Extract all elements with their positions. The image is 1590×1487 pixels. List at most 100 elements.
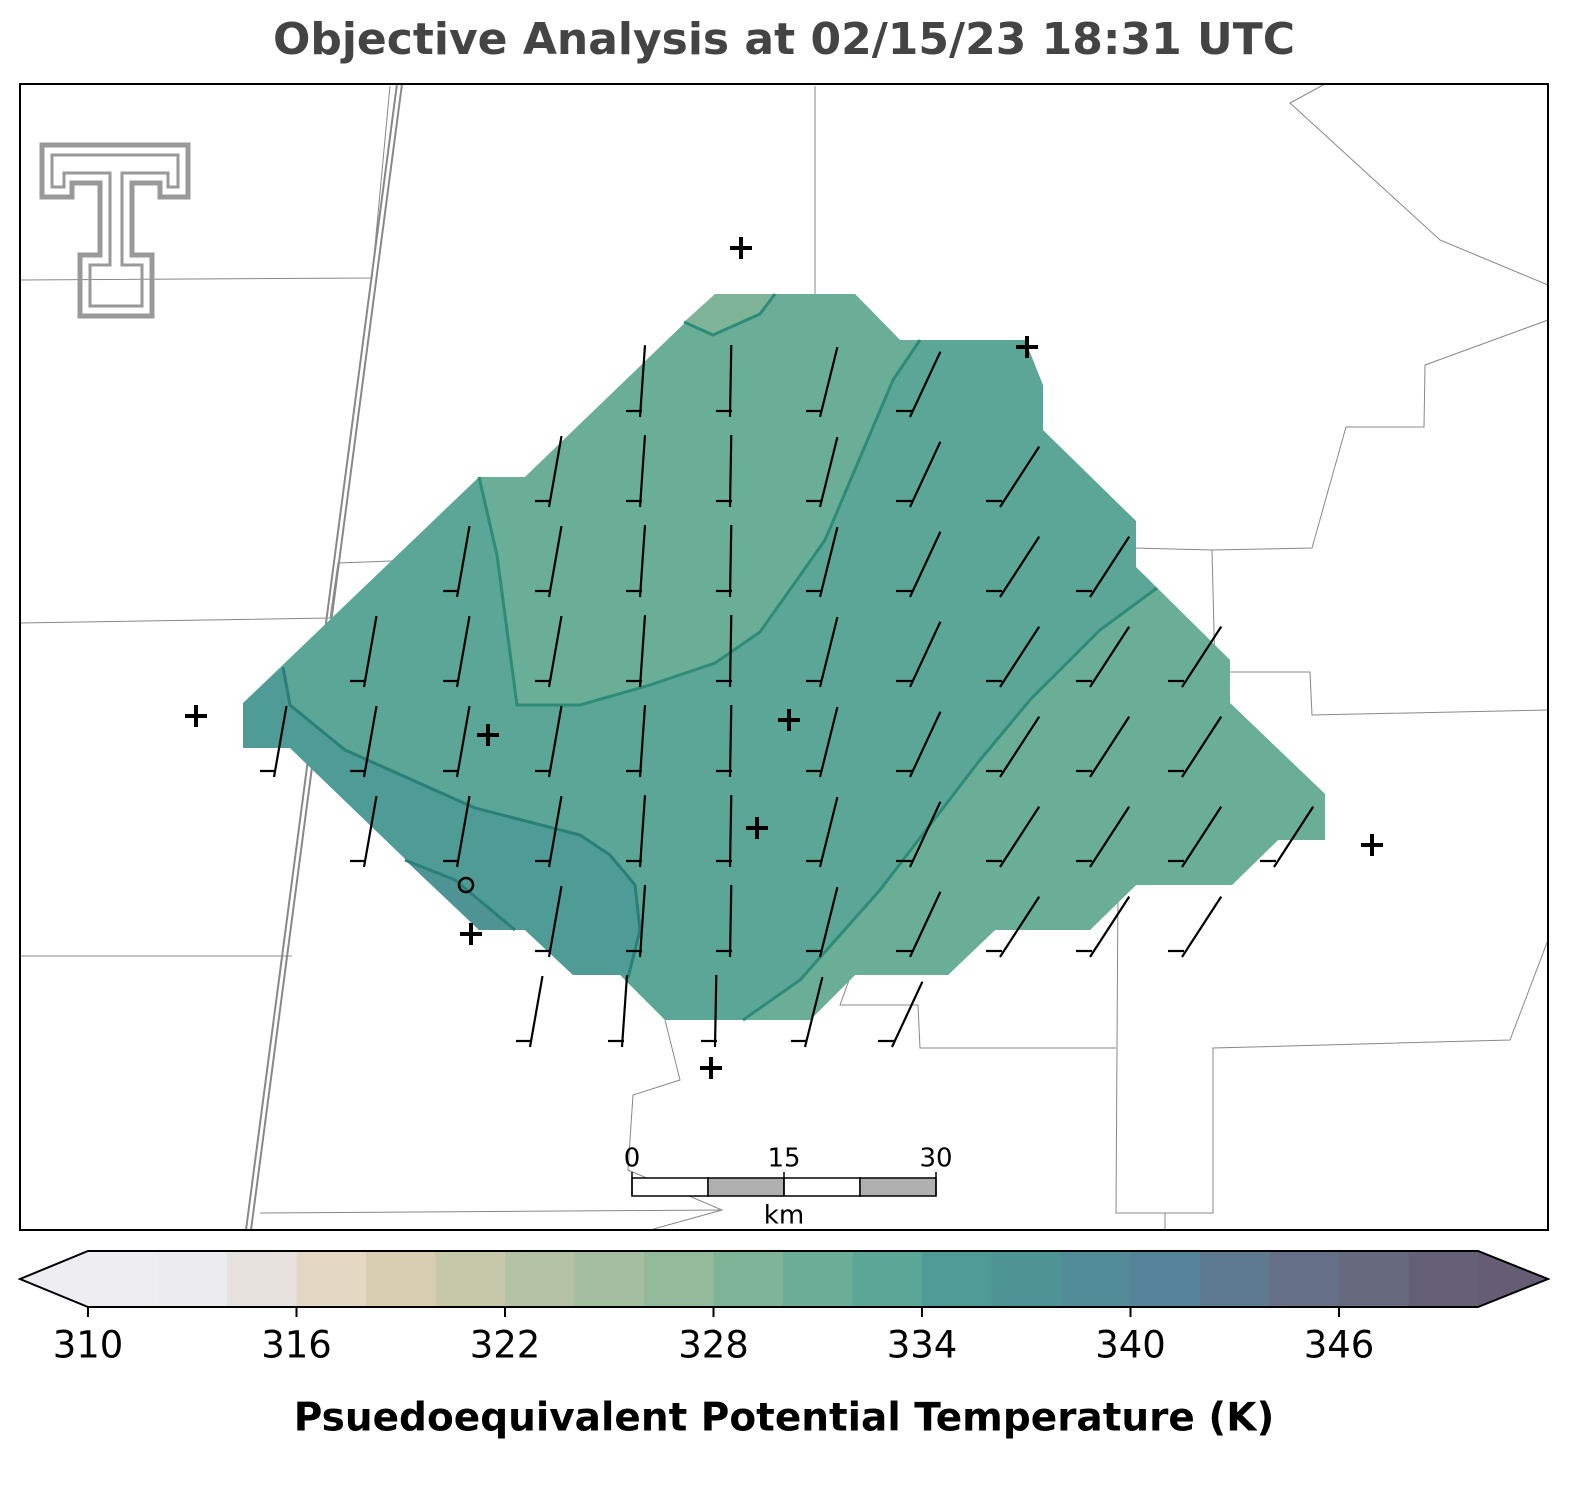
scale-label: 15 [767, 1144, 800, 1174]
colorbar-label: Psuedoequivalent Potential Temperature (… [294, 1396, 1275, 1441]
wind-barb [535, 795, 563, 868]
wind-barb [535, 615, 563, 688]
wind-barb [535, 705, 563, 778]
scale-segment [631, 1177, 709, 1197]
wind-barb [535, 885, 563, 958]
title: Objective Analysis at 02/15/23 18:31 UTC [273, 14, 1295, 65]
wind-barb [986, 536, 1041, 598]
wind-barb [443, 615, 471, 688]
colorbar-tick-label: 334 [887, 1324, 958, 1367]
wind-barb [716, 434, 733, 508]
wind-barb [986, 806, 1041, 868]
contours [281, 293, 1158, 1022]
wind-barb [516, 975, 544, 1048]
wind-barb [716, 344, 733, 418]
wind-barb [1076, 536, 1131, 598]
wind-barb [896, 711, 942, 778]
station-plus [460, 923, 482, 945]
wind-barb [878, 981, 924, 1048]
wind-barb [1168, 896, 1223, 958]
wind-barb [896, 441, 942, 508]
station-plus [185, 705, 207, 727]
colorbar-bin [922, 1251, 992, 1307]
wind-barb [350, 795, 378, 868]
colorbar-tick-label: 328 [678, 1324, 749, 1367]
wind-barb [1168, 806, 1223, 868]
wind-barb [806, 526, 839, 598]
wind-barb [716, 524, 733, 598]
wind-barb [626, 705, 647, 778]
colorbar-bin [991, 1251, 1062, 1307]
wind-barb [806, 616, 839, 688]
colorbar-bin [574, 1251, 645, 1307]
wind-barb [896, 531, 942, 598]
colorbar-tick-label: 322 [470, 1324, 541, 1367]
colorbar-bin [88, 1251, 158, 1307]
scale-segment [783, 1177, 861, 1197]
colorbar-bin [644, 1251, 714, 1307]
wind-barb [1076, 626, 1131, 688]
wind-barb [896, 891, 942, 958]
wind-barb [626, 435, 647, 508]
wind-barb [260, 705, 288, 778]
colorbar-tick-label: 316 [261, 1324, 332, 1367]
logo [39, 142, 191, 319]
wind-barb [791, 976, 824, 1048]
wind-barb [626, 795, 647, 868]
wind-barb [443, 525, 471, 598]
station-plus [730, 237, 752, 259]
station-plus [700, 1057, 722, 1079]
colorbar-extend-low [20, 1251, 88, 1307]
wind-barb [806, 796, 839, 868]
wind-barb [350, 705, 378, 778]
wind-barb [443, 705, 471, 778]
scale-segment [707, 1177, 785, 1197]
map-frame [19, 83, 1549, 1231]
wind-barb [896, 801, 942, 868]
wind-barb [626, 525, 647, 598]
colorbar-tick-label: 346 [1304, 1324, 1375, 1367]
colorbar-bin [713, 1251, 784, 1307]
wind-barb [535, 525, 563, 598]
wind-barb [716, 884, 733, 958]
station-plus [477, 724, 499, 746]
map: 0 15 30 km [19, 83, 1549, 1231]
colorbar-bin [227, 1251, 297, 1307]
scale-label: 30 [919, 1144, 952, 1174]
scale-label: 0 [624, 1144, 641, 1174]
wind-barb [535, 435, 563, 508]
wind-barb [443, 795, 471, 868]
wind-barb [1076, 806, 1131, 868]
colorbar-bin [783, 1251, 853, 1307]
wind-barb [896, 351, 942, 418]
wind-barb [716, 614, 733, 688]
wind-barb [1168, 626, 1223, 688]
colorbar-bin [1339, 1251, 1409, 1307]
station-markers [185, 237, 1383, 1079]
wind-barb [986, 446, 1041, 508]
wind-barb [716, 794, 733, 868]
wind-barb [1168, 716, 1223, 778]
station-plus [1016, 336, 1038, 358]
scale-bar: 0 15 30 km [624, 1144, 953, 1231]
scale-segment [859, 1177, 937, 1197]
station-plus [1361, 834, 1383, 856]
wind-barb [350, 615, 378, 688]
wind-barb [806, 346, 839, 418]
wind-barb [608, 975, 629, 1048]
colorbar-bin [1269, 1251, 1340, 1307]
wind-barb [986, 626, 1041, 688]
wind-barb [716, 704, 733, 778]
colorbar-bin [296, 1251, 367, 1307]
station-circle [457, 876, 475, 894]
colorbar-bin [435, 1251, 506, 1307]
wind-barb [626, 885, 647, 958]
wind-barb [1076, 716, 1131, 778]
colorbar: 310 316 322 328 334 340 346 [17, 1250, 1551, 1367]
colorbar-tick-label: 310 [53, 1324, 124, 1367]
wind-barb [701, 974, 718, 1048]
colorbar-bin [1200, 1251, 1270, 1307]
colorbar-extend-high [1478, 1251, 1548, 1307]
wind-barb [986, 716, 1041, 778]
